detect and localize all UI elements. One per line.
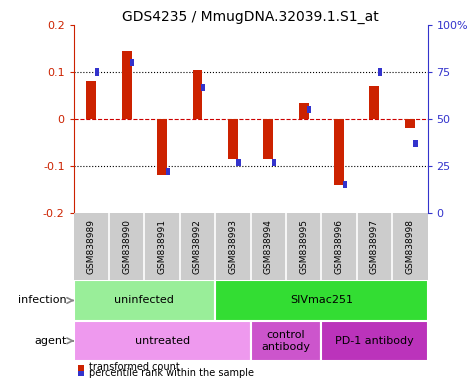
Bar [74, 321, 251, 361]
Text: GSM838997: GSM838997 [370, 219, 379, 274]
Bar [334, 119, 344, 185]
Bar [321, 321, 428, 361]
Bar [299, 103, 309, 119]
Text: GSM838994: GSM838994 [264, 219, 273, 274]
Text: GSM838991: GSM838991 [158, 219, 167, 274]
Bar [95, 68, 99, 76]
Text: GSM838996: GSM838996 [334, 219, 343, 274]
Bar [157, 119, 167, 175]
Text: control
antibody: control antibody [261, 330, 311, 352]
Bar [215, 280, 428, 321]
Text: GSM838998: GSM838998 [405, 219, 414, 274]
Bar [272, 159, 276, 166]
Text: GSM838990: GSM838990 [122, 219, 131, 274]
Bar [413, 140, 418, 147]
Bar [342, 181, 347, 189]
Text: GSM838993: GSM838993 [228, 219, 238, 274]
Title: GDS4235 / MmugDNA.32039.1.S1_at: GDS4235 / MmugDNA.32039.1.S1_at [122, 10, 379, 24]
Text: uninfected: uninfected [114, 295, 174, 306]
Text: SIVmac251: SIVmac251 [290, 295, 353, 306]
Text: percentile rank within the sample: percentile rank within the sample [89, 368, 254, 378]
Bar [122, 51, 132, 119]
Bar [201, 84, 205, 91]
Bar [405, 119, 415, 128]
Bar [86, 81, 96, 119]
Text: GSM838995: GSM838995 [299, 219, 308, 274]
Bar [228, 119, 238, 159]
Bar [237, 159, 241, 166]
Bar [251, 321, 321, 361]
Bar [307, 106, 312, 113]
Bar [74, 280, 215, 321]
Text: untreated: untreated [134, 336, 190, 346]
Text: transformed count: transformed count [89, 362, 180, 372]
Bar [378, 68, 382, 76]
Bar [192, 70, 202, 119]
Text: agent: agent [34, 336, 66, 346]
Text: GSM838989: GSM838989 [87, 219, 96, 274]
Bar [370, 86, 380, 119]
Bar [263, 119, 273, 159]
Text: PD-1 antibody: PD-1 antibody [335, 336, 414, 346]
Text: infection: infection [18, 295, 66, 306]
Bar [130, 59, 134, 66]
Bar [166, 168, 170, 175]
Text: GSM838992: GSM838992 [193, 219, 202, 274]
